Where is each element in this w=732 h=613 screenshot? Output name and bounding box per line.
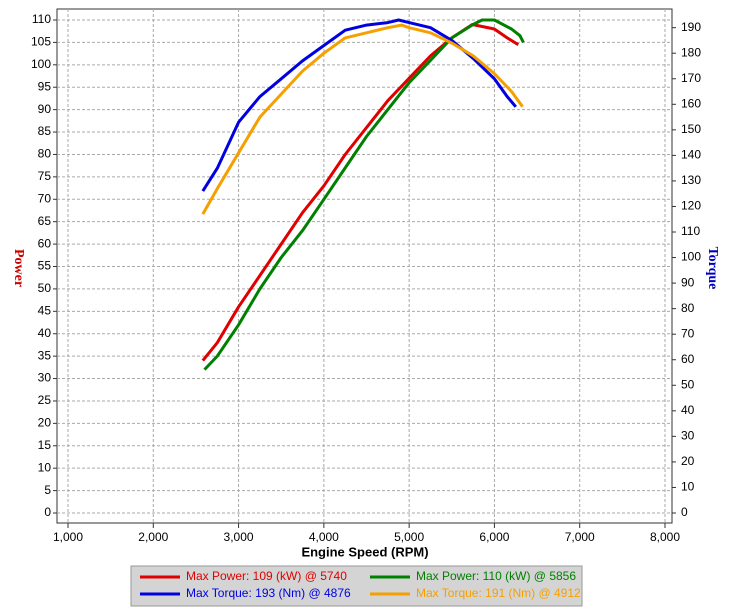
series-line — [201, 23, 520, 362]
y-tick-label: 20 — [38, 416, 52, 430]
y2-tick-label: 100 — [681, 250, 701, 264]
y2-tick-label: 40 — [681, 403, 695, 417]
x-tick-label: 5,000 — [394, 530, 424, 544]
y2-tick-label: 190 — [681, 20, 701, 34]
legend-label: Max Power: 109 (kW) @ 5740 — [186, 569, 347, 583]
y-tick-label: 105 — [31, 35, 51, 49]
y2-tick-label: 10 — [681, 480, 695, 494]
y-tick-label: 65 — [38, 214, 52, 228]
y-tick-label: 30 — [38, 371, 52, 385]
x-axis-label: Engine Speed (RPM) — [301, 544, 428, 559]
y2-tick-label: 60 — [681, 352, 695, 366]
x-tick-label: 8,000 — [650, 530, 680, 544]
y2-tick-label: 70 — [681, 326, 695, 340]
series-line — [201, 18, 517, 192]
y-tick-label: 75 — [38, 169, 52, 183]
y2-tick-label: 160 — [681, 96, 701, 110]
y-tick-label: 60 — [38, 236, 52, 250]
y-tick-label: 10 — [38, 460, 52, 474]
y2-axis-label: Torque — [705, 247, 720, 290]
y2-tick-label: 0 — [681, 505, 688, 519]
x-tick-label: 1,000 — [53, 530, 83, 544]
legend-label: Max Torque: 193 (Nm) @ 4876 — [186, 586, 351, 600]
y-tick-label: 15 — [38, 438, 52, 452]
y-tick-label: 55 — [38, 259, 52, 273]
y-tick-label: 90 — [38, 102, 52, 116]
y2-tick-label: 120 — [681, 199, 701, 213]
y2-tick-label: 140 — [681, 148, 701, 162]
y-tick-label: 85 — [38, 124, 52, 138]
y2-tick-label: 170 — [681, 71, 701, 85]
legend — [130, 565, 583, 607]
y2-tick-label: 180 — [681, 45, 701, 59]
y-tick-label: 95 — [38, 79, 52, 93]
legend-label: Max Torque: 191 (Nm) @ 4912 — [416, 586, 581, 600]
y-tick-label: 0 — [44, 505, 51, 519]
y2-tick-label: 80 — [681, 301, 695, 315]
y-tick-label: 45 — [38, 303, 52, 317]
y-tick-label: 50 — [38, 281, 52, 295]
y2-tick-label: 150 — [681, 122, 701, 136]
y-tick-label: 80 — [38, 147, 52, 161]
y-tick-label: 40 — [38, 326, 52, 340]
x-tick-label: 6,000 — [479, 530, 509, 544]
y-tick-label: 110 — [32, 12, 51, 26]
x-tick-label: 2,000 — [138, 530, 168, 544]
series-line — [201, 23, 524, 215]
y-tick-label: 5 — [44, 483, 51, 497]
x-tick-label: 3,000 — [224, 530, 254, 544]
series-line — [203, 18, 525, 371]
y2-tick-label: 30 — [681, 429, 695, 443]
y2-tick-label: 110 — [681, 224, 700, 238]
y-tick-label: 100 — [31, 57, 51, 71]
legend-label: Max Power: 110 (kW) @ 5856 — [416, 569, 576, 583]
x-tick-label: 7,000 — [565, 530, 595, 544]
y2-tick-label: 20 — [681, 454, 695, 468]
y-tick-label: 25 — [38, 393, 52, 407]
y2-tick-label: 130 — [681, 173, 701, 187]
y2-tick-label: 90 — [681, 275, 695, 289]
y-tick-label: 35 — [38, 348, 52, 362]
x-tick-label: 4,000 — [309, 530, 339, 544]
y-tick-label: 70 — [38, 191, 52, 205]
y-axis-label: Power — [11, 249, 26, 287]
y2-tick-label: 50 — [681, 377, 695, 391]
